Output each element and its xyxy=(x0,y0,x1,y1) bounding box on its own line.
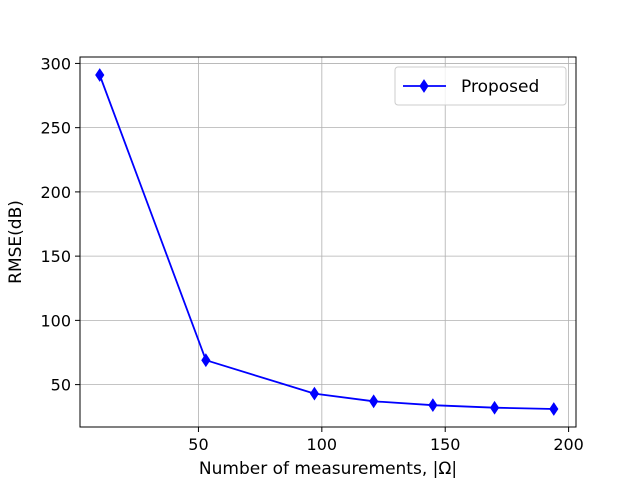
x-axis-label: Number of measurements, |Ω| xyxy=(199,459,457,479)
y-axis-label: RMSE(dB) xyxy=(6,200,26,284)
y-tick-label-100: 100 xyxy=(40,311,71,330)
axis-ticks: 50 100 150 200 50 100 150 200 250 300 xyxy=(40,54,583,454)
data-point-0-5 xyxy=(489,400,500,415)
y-tick-label-200: 200 xyxy=(40,183,71,202)
y-tick-label-150: 150 xyxy=(40,247,71,266)
data-point-0-4 xyxy=(428,398,438,413)
legend: Proposed xyxy=(394,66,567,106)
x-tick-label-100: 100 xyxy=(307,435,338,454)
legend-label-proposed: Proposed xyxy=(461,77,539,97)
series-layer xyxy=(95,68,559,416)
data-point-0-2 xyxy=(309,386,320,401)
data-point-0-0 xyxy=(95,68,105,82)
x-tick-label-50: 50 xyxy=(188,435,208,454)
y-tick-label-50: 50 xyxy=(51,376,71,395)
legend-marker-diamond-icon xyxy=(419,79,429,93)
series-line-0 xyxy=(98,74,554,410)
grid-lines xyxy=(80,57,576,427)
data-point-0-6 xyxy=(549,402,559,416)
y-tick-label-300: 300 xyxy=(40,54,71,73)
data-point-0-3 xyxy=(369,394,379,409)
x-tick-label-200: 200 xyxy=(553,435,584,454)
x-tick-label-150: 150 xyxy=(430,435,461,454)
y-tick-label-250: 250 xyxy=(40,119,71,138)
legend-box xyxy=(394,66,567,106)
data-point-0-1 xyxy=(201,353,211,368)
plot-area-frame xyxy=(79,56,577,428)
